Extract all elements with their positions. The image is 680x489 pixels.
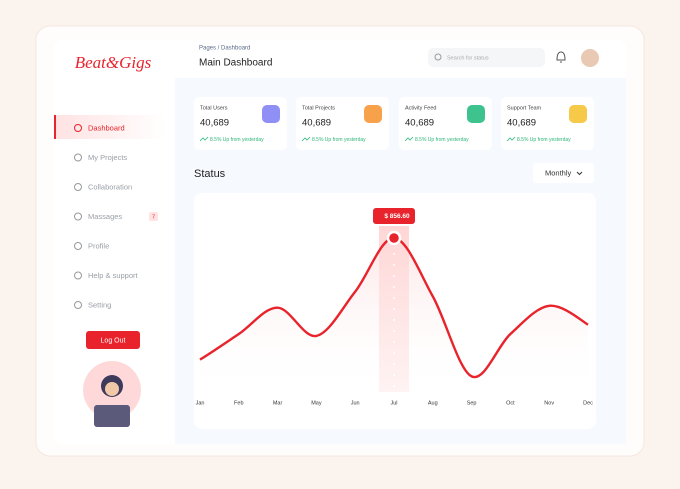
illustration-laptop xyxy=(94,405,130,427)
period-dropdown[interactable] xyxy=(533,163,594,183)
highlight-dot xyxy=(393,374,395,376)
highlight-dot xyxy=(393,319,395,321)
highlight-dot xyxy=(393,275,395,277)
menu-icon xyxy=(74,124,82,132)
tooltip-label: $ 856.60 xyxy=(384,213,410,220)
highlight-dot xyxy=(393,286,395,288)
menu-item[interactable]: Setting xyxy=(88,300,111,309)
menu-item[interactable]: Help & support xyxy=(88,271,139,280)
bell-icon[interactable] xyxy=(556,51,566,63)
breadcrumb: Pages / Dashboard xyxy=(199,46,250,52)
menu-icon xyxy=(74,153,82,162)
menu-item[interactable]: Collaboration xyxy=(88,182,132,191)
highlight-dot xyxy=(393,363,395,365)
active-bg xyxy=(54,115,166,139)
menu-item[interactable]: My Projects xyxy=(88,153,127,162)
highlight-dot xyxy=(393,308,395,310)
x-tick-label: Jun xyxy=(351,400,360,406)
menu-item[interactable]: Dashboard xyxy=(88,123,125,132)
x-tick-label: Jul xyxy=(390,400,397,406)
logout-label: Log Out xyxy=(101,337,126,344)
status-title: Status xyxy=(194,168,226,180)
menu-item[interactable]: Massages xyxy=(88,212,122,221)
page-title: Main Dashboard xyxy=(199,58,272,69)
card-value: 40,689 xyxy=(200,118,229,129)
card-title: Total Users xyxy=(200,105,228,111)
card-icon xyxy=(569,105,587,123)
x-tick-label: Jan xyxy=(196,400,205,406)
card-icon xyxy=(262,105,280,123)
x-tick-label: Aug xyxy=(428,400,438,406)
menu-item[interactable]: Profile xyxy=(88,241,109,250)
badge-bg xyxy=(149,212,158,221)
card-change: 8.5% Up from yesterday xyxy=(312,137,366,143)
card-change: 8.5% Up from yesterday xyxy=(210,137,264,143)
card-title: Activity Feed xyxy=(405,105,436,111)
card-value: 40,689 xyxy=(302,118,331,129)
x-tick-label: Oct xyxy=(506,400,515,406)
dropdown-caret xyxy=(576,171,583,176)
chart: Jan Feb Mar May Jun Jul Aug Sep Oct Nov Dec $ 856.6… xyxy=(196,208,593,406)
x-tick-label: Sep xyxy=(467,400,477,406)
highlight-dot xyxy=(393,253,395,255)
menu-icon xyxy=(74,242,82,250)
trend-icon xyxy=(301,136,311,142)
highlight-dot xyxy=(393,385,395,387)
card-value: 40,689 xyxy=(507,118,536,129)
x-tick-label: Nov xyxy=(544,400,554,406)
menu-icon xyxy=(74,212,82,221)
avatar[interactable] xyxy=(579,47,601,69)
search-placeholder: Search for status xyxy=(447,55,489,61)
period-label: Monthly xyxy=(545,168,572,177)
trend-icon xyxy=(199,136,209,142)
card-title: Support Team xyxy=(507,105,542,111)
highlight-dot xyxy=(393,264,395,266)
x-tick-label: Mar xyxy=(273,400,283,406)
illustration-face xyxy=(105,382,119,396)
active-indicator xyxy=(54,115,56,139)
brand: Beat&Gigs xyxy=(75,53,152,72)
card-icon xyxy=(467,105,485,123)
point-marker xyxy=(386,230,402,246)
highlight-dot xyxy=(393,297,395,299)
x-tick-label: Feb xyxy=(234,400,243,406)
card-change: 8.5% Up from yesterday xyxy=(517,137,571,143)
x-tick-label: May xyxy=(311,400,322,406)
search-icon xyxy=(434,53,442,61)
highlight-dot xyxy=(393,352,395,354)
card-icon xyxy=(364,105,382,123)
menu-icon xyxy=(74,271,82,280)
card-change: 8.5% Up from yesterday xyxy=(415,137,469,143)
menu-icon xyxy=(74,183,82,191)
trend-icon xyxy=(404,136,414,142)
menu-icon xyxy=(74,301,82,309)
tooltip xyxy=(373,208,415,224)
badge: 7 xyxy=(152,214,155,220)
trend-icon xyxy=(506,136,516,142)
search-box[interactable] xyxy=(428,48,545,67)
highlight-dot xyxy=(393,341,395,343)
highlight-dot xyxy=(393,330,395,332)
x-tick-label: Dec xyxy=(583,400,593,406)
card-value: 40,689 xyxy=(405,118,434,129)
logout-button[interactable] xyxy=(86,331,140,349)
card-title: Total Projects xyxy=(302,105,335,111)
